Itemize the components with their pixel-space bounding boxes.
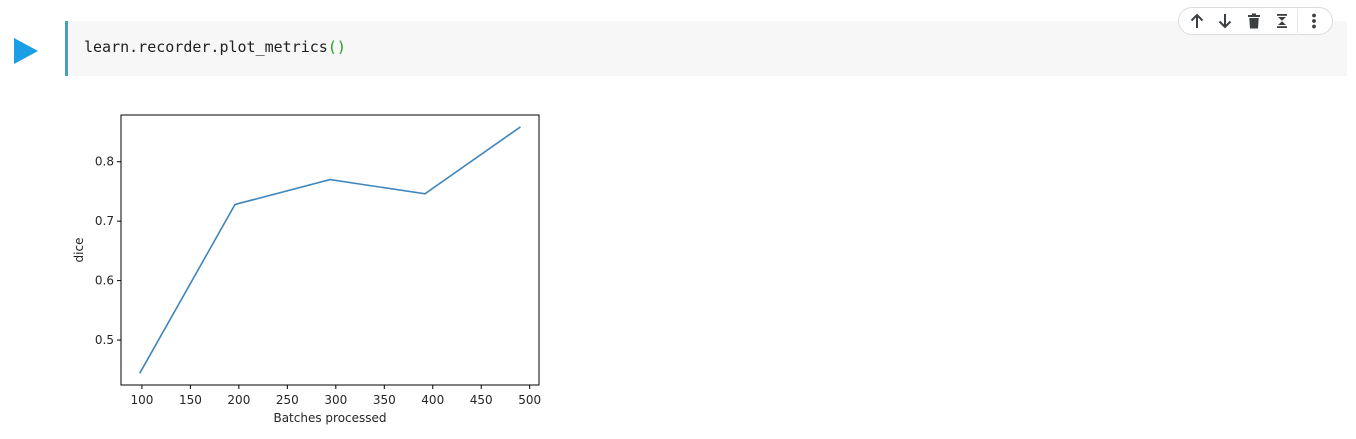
code-line: learn.recorder.plot_metrics() bbox=[84, 38, 346, 56]
delete-cell-button[interactable] bbox=[1241, 9, 1267, 33]
y-tick-label: 0.6 bbox=[95, 274, 114, 288]
y-tick-label: 0.5 bbox=[95, 333, 114, 347]
metrics-line-chart: 100 150 200 250 300 350 400 450 500 0.5 0.6 0.7 0.8… bbox=[72, 114, 541, 425]
y-tick-label: 0.7 bbox=[95, 214, 114, 228]
x-tick-label: 450 bbox=[470, 393, 493, 407]
move-up-button[interactable] bbox=[1184, 9, 1210, 33]
more-options-button[interactable] bbox=[1301, 9, 1327, 33]
x-tick-label: 100 bbox=[130, 393, 153, 407]
arrow-down-icon bbox=[1219, 14, 1232, 29]
dice-series-line bbox=[139, 126, 521, 374]
data-point bbox=[424, 193, 426, 195]
code-text: learn.recorder.plot_metrics bbox=[84, 38, 328, 56]
x-axis-label: Batches processed bbox=[273, 411, 386, 425]
play-icon bbox=[14, 38, 38, 64]
dice-series-points bbox=[139, 126, 521, 374]
data-point bbox=[234, 203, 236, 206]
cell-output: 100 150 200 250 300 350 400 450 500 0.5 0.6 0.7 0.8… bbox=[65, 95, 565, 439]
data-point bbox=[519, 126, 521, 129]
arrow-up-icon bbox=[1190, 13, 1204, 28]
data-point bbox=[329, 178, 331, 181]
data-point bbox=[139, 371, 141, 374]
x-tick-label: 350 bbox=[373, 393, 396, 407]
x-tick-label: 500 bbox=[518, 393, 541, 407]
x-tick-label: 300 bbox=[324, 393, 347, 407]
x-tick-label: 200 bbox=[227, 393, 250, 407]
collapse-icon bbox=[1277, 14, 1288, 28]
y-axis-label: dice bbox=[72, 238, 86, 263]
x-tick-label: 150 bbox=[179, 393, 202, 407]
x-tick-label: 400 bbox=[421, 393, 444, 407]
y-tick-label: 0.8 bbox=[95, 155, 114, 169]
code-editor[interactable]: learn.recorder.plot_metrics() bbox=[65, 21, 1347, 76]
run-cell-button[interactable] bbox=[12, 37, 40, 65]
code-parens: () bbox=[327, 38, 346, 56]
plot-frame bbox=[120, 114, 540, 386]
collapse-button[interactable] bbox=[1269, 9, 1295, 33]
y-axis: 0.5 0.6 0.7 0.8 bbox=[95, 155, 121, 347]
x-axis: 100 150 200 250 300 350 400 450 500 bbox=[130, 385, 541, 407]
x-tick-label: 250 bbox=[276, 393, 299, 407]
more-vert-icon bbox=[1311, 13, 1316, 29]
trash-icon bbox=[1247, 13, 1260, 29]
toolbar-divider bbox=[1297, 9, 1299, 33]
move-down-button[interactable] bbox=[1212, 9, 1238, 33]
cell-toolbar bbox=[1178, 7, 1333, 35]
